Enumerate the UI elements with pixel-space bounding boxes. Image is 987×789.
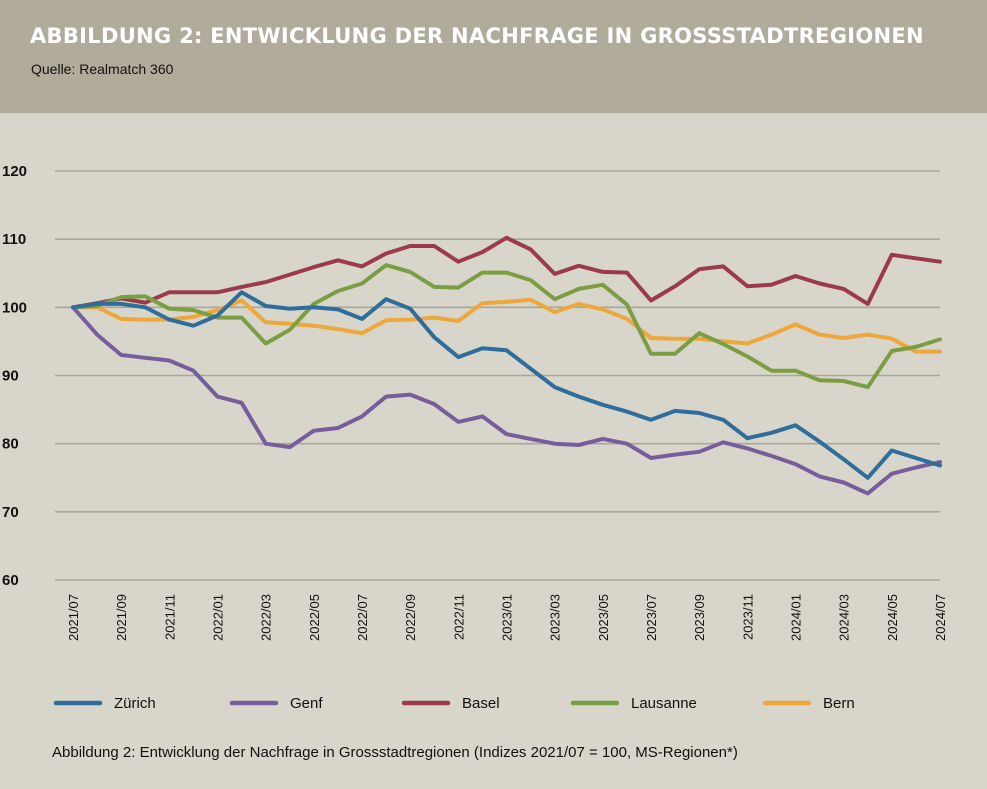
x-tick-label-2022-05: 2022/05 [307, 594, 322, 641]
x-tick-label-2022-03: 2022/03 [259, 594, 274, 641]
source-label: Quelle: Realmatch 360 [31, 61, 174, 77]
x-tick-label-2023-01: 2023/01 [500, 594, 515, 641]
y-tick-label-90: 90 [2, 368, 19, 385]
series-line-basel [71, 235, 942, 310]
x-tick-label-2021-11: 2021/11 [162, 594, 177, 640]
x-tick-label-2023-07: 2023/07 [644, 594, 659, 641]
legend-label-zürich: Zürich [114, 695, 156, 712]
y-tick-label-70: 70 [2, 504, 19, 521]
x-tick-label-2023-11: 2023/11 [740, 594, 755, 640]
x-tick-label-2024-05: 2024/05 [885, 594, 900, 641]
y-tick-label-100: 100 [2, 299, 27, 316]
x-tick-label-2023-09: 2023/09 [692, 594, 707, 641]
legend-label-lausanne: Lausanne [631, 695, 697, 712]
legend-label-genf: Genf [290, 695, 323, 712]
legend-label-basel: Basel [462, 695, 500, 712]
y-tick-label-120: 120 [2, 163, 27, 180]
y-tick-label-60: 60 [2, 572, 19, 589]
x-tick-label-2024-03: 2024/03 [837, 594, 852, 641]
header-banner: ABBILDUNG 2: ENTWICKLUNG DER NACHFRAGE I… [0, 0, 987, 113]
legend-label-bern: Bern [823, 695, 855, 712]
y-tick-label-80: 80 [2, 436, 19, 453]
series-line-lausanne [71, 263, 942, 390]
x-tick-label-2021-07: 2021/07 [66, 594, 81, 641]
line-chart: 60 70 80 90 100 110 120 2021/07 2021/09 2021/11 20… [2, 163, 948, 712]
x-tick-label-2022-07: 2022/07 [355, 594, 370, 641]
x-tick-label-2024-07: 2024/07 [933, 594, 948, 641]
x-tick-label-2022-11: 2022/11 [451, 594, 466, 640]
series-line-zürich [71, 290, 942, 480]
figure-caption: Abbildung 2: Entwicklung der Nachfrage i… [52, 744, 738, 761]
x-tick-label-2021-09: 2021/09 [114, 594, 129, 641]
series-line-bern [71, 297, 942, 354]
series-line-genf [71, 305, 942, 496]
x-tick-label-2022-09: 2022/09 [403, 594, 418, 641]
x-tick-label-2022-01: 2022/01 [211, 594, 226, 641]
x-tick-label-2023-05: 2023/05 [596, 594, 611, 641]
chart-title: ABBILDUNG 2: ENTWICKLUNG DER NACHFRAGE I… [30, 24, 924, 48]
x-tick-label-2023-03: 2023/03 [548, 594, 563, 641]
y-tick-label-110: 110 [2, 231, 26, 248]
x-tick-label-2024-01: 2024/01 [789, 594, 804, 641]
